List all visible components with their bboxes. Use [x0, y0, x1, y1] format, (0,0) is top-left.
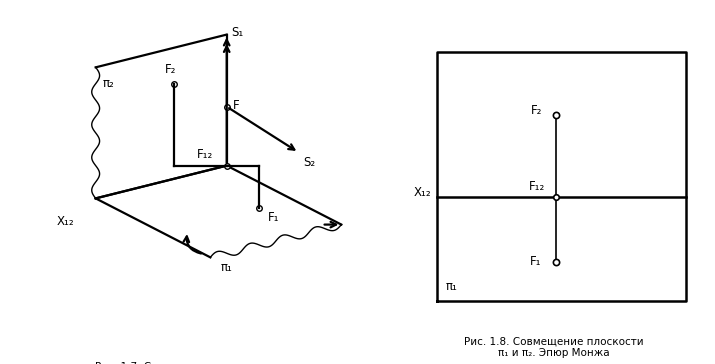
- Text: F₁: F₁: [531, 255, 542, 268]
- Text: Рис. 1.7. Система взаимно перпендику-
лярных плоскостей проекций: Рис. 1.7. Система взаимно перпендику- ля…: [94, 362, 313, 364]
- Text: Рис. 1.8. Совмещение плоскости
π₁ и π₂. Эпюр Монжа: Рис. 1.8. Совмещение плоскости π₁ и π₂. …: [464, 337, 644, 358]
- Text: X₁₂: X₁₂: [413, 186, 431, 199]
- Text: π₂: π₂: [102, 77, 114, 90]
- Text: F₂: F₂: [165, 63, 177, 75]
- Text: S₁: S₁: [232, 27, 244, 39]
- Text: F₁: F₁: [267, 211, 279, 225]
- Text: F₁₂: F₁₂: [197, 148, 214, 161]
- Text: F: F: [232, 99, 240, 111]
- Text: π₁: π₁: [220, 261, 232, 274]
- Text: S₂: S₂: [304, 156, 316, 169]
- Text: π₁: π₁: [445, 280, 458, 293]
- Text: F₁₂: F₁₂: [528, 180, 545, 193]
- Text: F₂: F₂: [531, 104, 542, 117]
- Text: X₁₂: X₁₂: [56, 215, 74, 228]
